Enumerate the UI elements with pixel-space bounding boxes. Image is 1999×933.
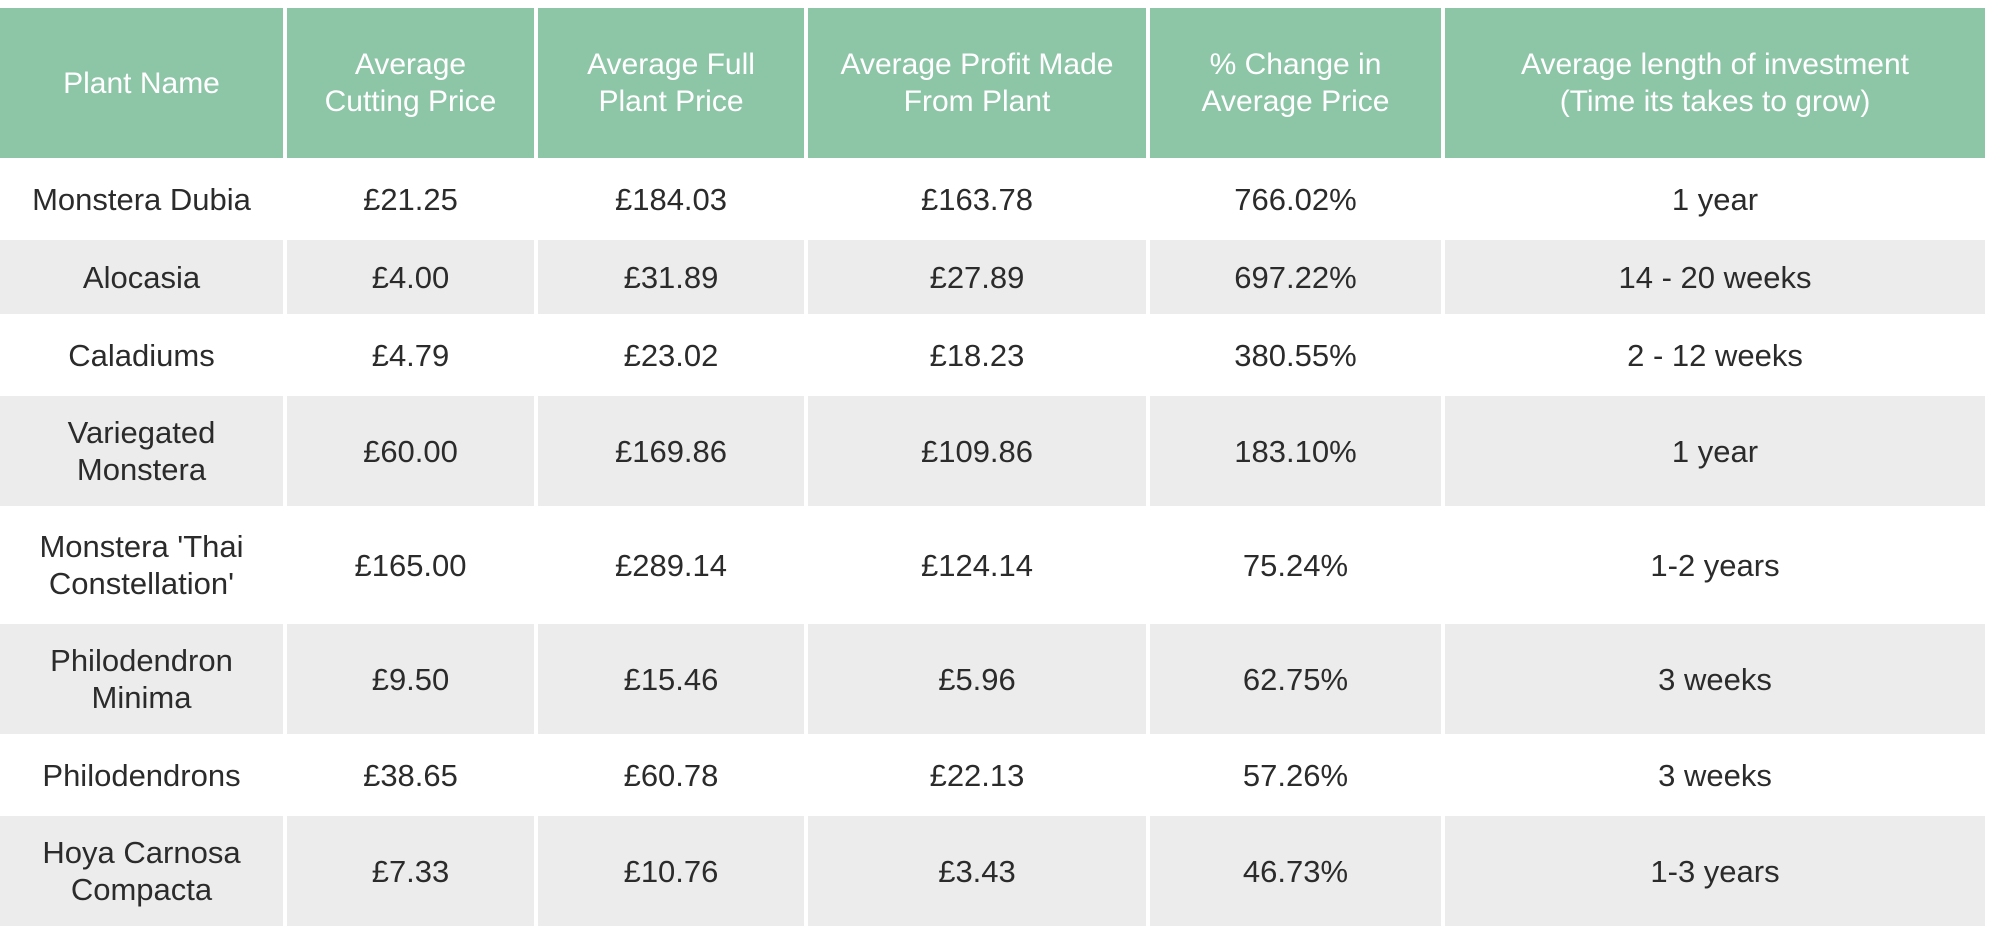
header-average-profit: Average Profit Made From Plant xyxy=(808,8,1146,158)
header-average-full-plant-price: Average Full Plant Price xyxy=(538,8,804,158)
cell-full-price: £60.78 xyxy=(538,738,804,812)
cell-full-price: £31.89 xyxy=(538,240,804,314)
cell-profit: £163.78 xyxy=(808,162,1146,236)
cell-profit: £124.14 xyxy=(808,510,1146,620)
cell-investment-length: 1 year xyxy=(1445,162,1985,236)
cell-profit: £27.89 xyxy=(808,240,1146,314)
cell-investment-length: 3 weeks xyxy=(1445,624,1985,734)
cell-percent-change: 183.10% xyxy=(1150,396,1441,506)
cell-profit: £3.43 xyxy=(808,816,1146,926)
cell-plant-name: Alocasia xyxy=(0,240,283,314)
cell-plant-name: Variegated Monstera xyxy=(0,396,283,506)
cell-profit: £22.13 xyxy=(808,738,1146,812)
header-average-cutting-price: Average Cutting Price xyxy=(287,8,534,158)
cell-plant-name: Monstera Dubia xyxy=(0,162,283,236)
cell-percent-change: 697.22% xyxy=(1150,240,1441,314)
table-header-row: Plant Name Average Cutting Price Average… xyxy=(0,8,1985,158)
cell-cutting-price: £4.00 xyxy=(287,240,534,314)
cell-full-price: £15.46 xyxy=(538,624,804,734)
cell-investment-length: 1-3 years xyxy=(1445,816,1985,926)
table-row: Philodendron Minima £9.50 £15.46 £5.96 6… xyxy=(0,624,1985,734)
table-row: Philodendrons £38.65 £60.78 £22.13 57.26… xyxy=(0,738,1985,812)
table-row: Variegated Monstera £60.00 £169.86 £109.… xyxy=(0,396,1985,506)
header-percent-change: % Change in Average Price xyxy=(1150,8,1441,158)
cell-plant-name: Hoya Carnosa Compacta xyxy=(0,816,283,926)
cell-cutting-price: £165.00 xyxy=(287,510,534,620)
cell-plant-name: Caladiums xyxy=(0,318,283,392)
cell-percent-change: 766.02% xyxy=(1150,162,1441,236)
cell-cutting-price: £38.65 xyxy=(287,738,534,812)
cell-investment-length: 3 weeks xyxy=(1445,738,1985,812)
cell-profit: £109.86 xyxy=(808,396,1146,506)
cell-full-price: £169.86 xyxy=(538,396,804,506)
cell-percent-change: 46.73% xyxy=(1150,816,1441,926)
cell-percent-change: 62.75% xyxy=(1150,624,1441,734)
header-average-length-of-investment: Average length of investment (Time its t… xyxy=(1445,8,1985,158)
table-row: Monstera Dubia £21.25 £184.03 £163.78 76… xyxy=(0,162,1985,236)
cell-cutting-price: £4.79 xyxy=(287,318,534,392)
cell-plant-name: Philodendron Minima xyxy=(0,624,283,734)
plant-price-table: Plant Name Average Cutting Price Average… xyxy=(0,4,1989,930)
cell-investment-length: 2 - 12 weeks xyxy=(1445,318,1985,392)
table-row: Monstera 'Thai Constellation' £165.00 £2… xyxy=(0,510,1985,620)
table-row: Alocasia £4.00 £31.89 £27.89 697.22% 14 … xyxy=(0,240,1985,314)
cell-percent-change: 75.24% xyxy=(1150,510,1441,620)
header-plant-name: Plant Name xyxy=(0,8,283,158)
table-row: Hoya Carnosa Compacta £7.33 £10.76 £3.43… xyxy=(0,816,1985,926)
cell-investment-length: 1 year xyxy=(1445,396,1985,506)
cell-full-price: £10.76 xyxy=(538,816,804,926)
cell-plant-name: Philodendrons xyxy=(0,738,283,812)
cell-percent-change: 380.55% xyxy=(1150,318,1441,392)
cell-full-price: £184.03 xyxy=(538,162,804,236)
cell-investment-length: 14 - 20 weeks xyxy=(1445,240,1985,314)
cell-profit: £5.96 xyxy=(808,624,1146,734)
cell-investment-length: 1-2 years xyxy=(1445,510,1985,620)
cell-full-price: £289.14 xyxy=(538,510,804,620)
cell-plant-name: Monstera 'Thai Constellation' xyxy=(0,510,283,620)
cell-cutting-price: £9.50 xyxy=(287,624,534,734)
cell-cutting-price: £21.25 xyxy=(287,162,534,236)
cell-profit: £18.23 xyxy=(808,318,1146,392)
cell-percent-change: 57.26% xyxy=(1150,738,1441,812)
table-row: Caladiums £4.79 £23.02 £18.23 380.55% 2 … xyxy=(0,318,1985,392)
cell-cutting-price: £60.00 xyxy=(287,396,534,506)
cell-cutting-price: £7.33 xyxy=(287,816,534,926)
cell-full-price: £23.02 xyxy=(538,318,804,392)
